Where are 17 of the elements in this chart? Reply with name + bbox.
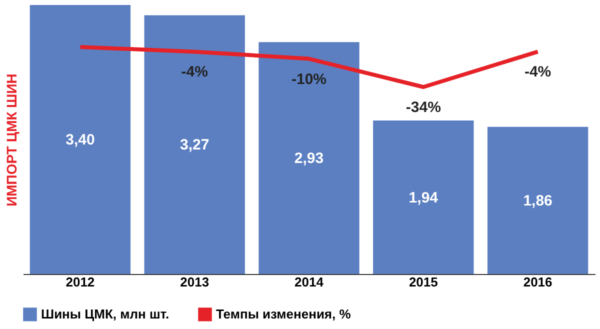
x-tick-label: 2013 [180,274,210,290]
legend-label: Темпы изменения, % [216,306,352,322]
x-tick-label: 2015 [408,274,438,290]
data-label: -4% [524,64,552,81]
data-label: 2,93 [294,150,324,168]
data-label: -34% [406,99,441,116]
data-label: -10% [291,70,327,88]
x-tick-label: 2016 [523,274,552,290]
data-label: 1,86 [523,192,552,210]
x-tick-label: 2014 [294,274,324,290]
data-label: 3,27 [180,136,210,154]
x-tick-label: 2012 [66,274,95,290]
data-label: -4% [181,64,208,81]
data-label: 1,94 [408,189,439,206]
legend-label: Шины ЦМК, млн шт. [41,306,170,322]
y-axis-title: ИМПОРТ ЦМК ШИН [4,74,20,206]
data-label: 3,40 [66,132,95,148]
